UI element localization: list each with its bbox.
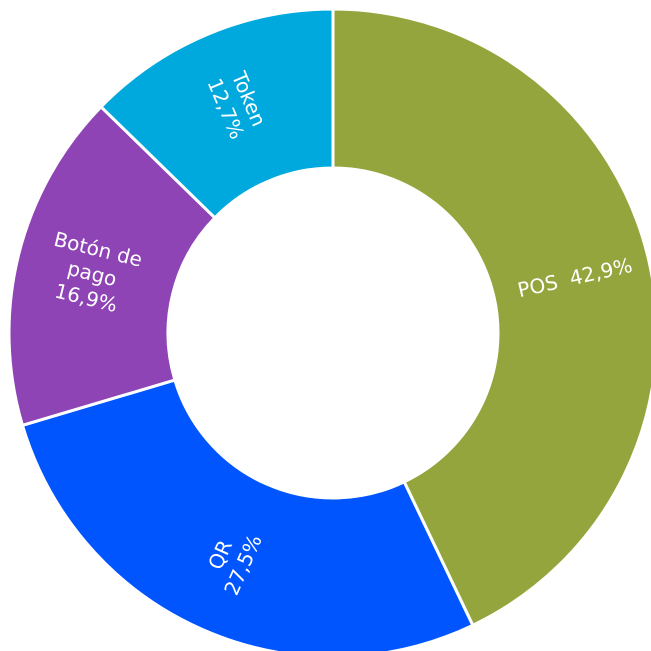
- donut-slice: [331, 7, 651, 628]
- donut-slice: [7, 104, 217, 428]
- donut-slice: [20, 378, 475, 651]
- donut-slice: [98, 7, 335, 220]
